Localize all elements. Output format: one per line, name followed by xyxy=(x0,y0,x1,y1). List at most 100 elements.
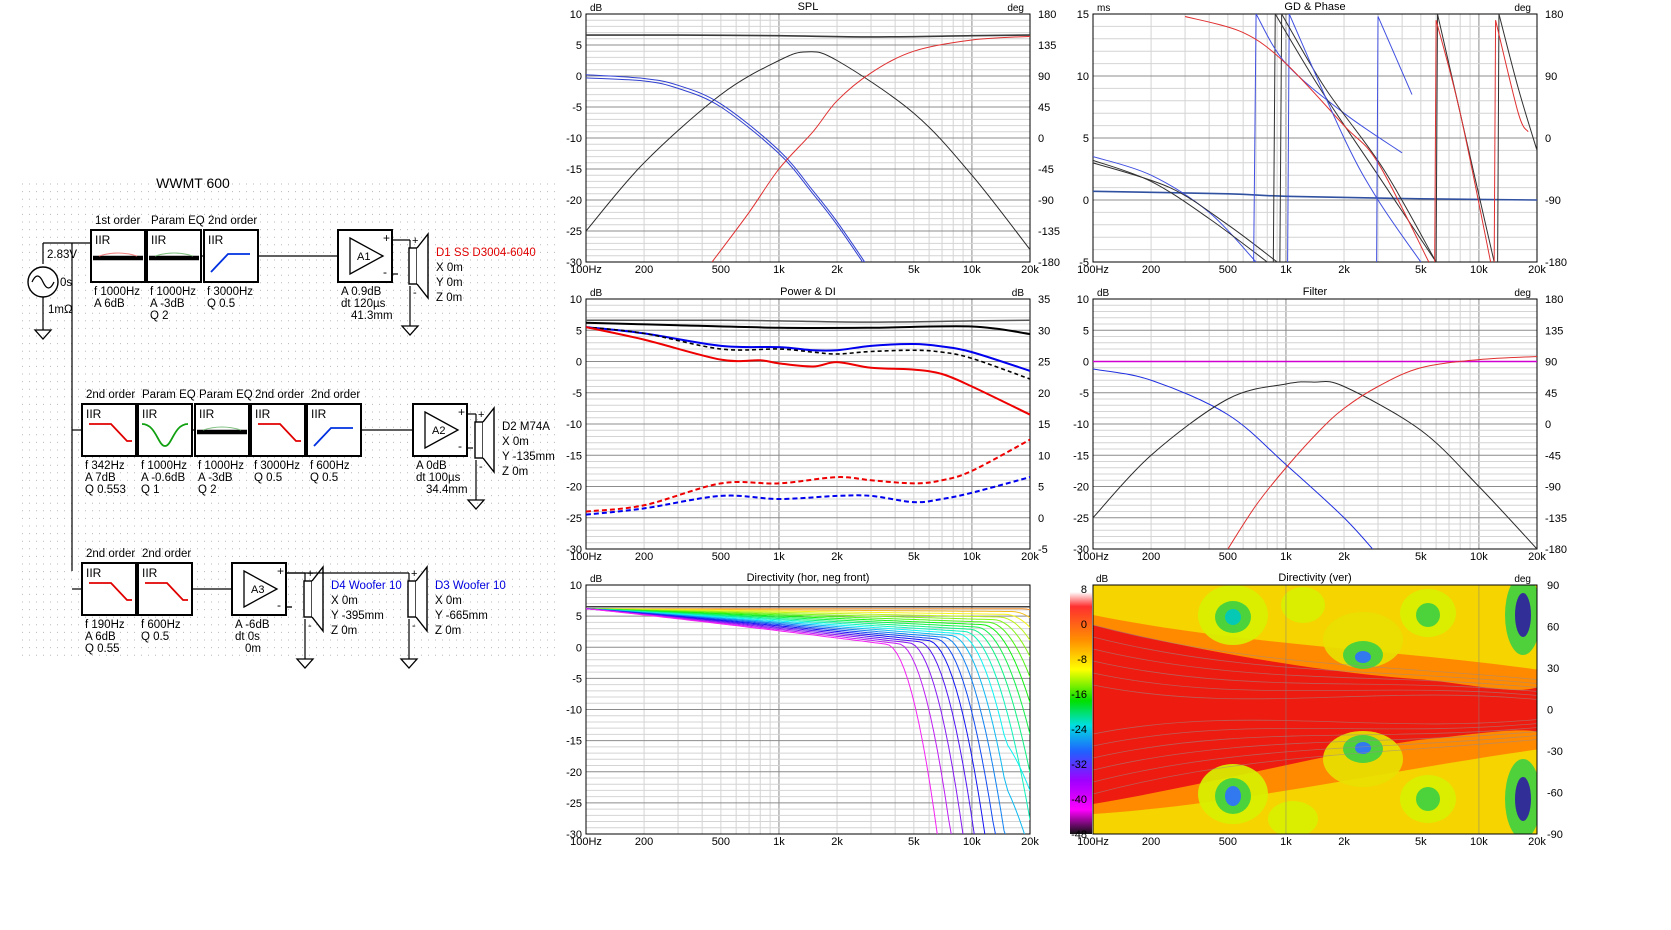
x-tick-label: 20k xyxy=(1021,551,1039,563)
block-type: IIR xyxy=(311,407,327,421)
plot-grid xyxy=(1092,13,1538,263)
series-line xyxy=(1227,356,1537,549)
series-line xyxy=(1093,368,1374,549)
filter-plot: Filter dB deg 100Hz 200 500 1k 2k 5k 10k 20k 10 5 0 -5… xyxy=(1073,286,1567,563)
driver-param: X 0m xyxy=(435,595,462,607)
amp-triangle-icon xyxy=(424,410,460,450)
block-param: f 1000Hz xyxy=(141,460,187,472)
ground-icon xyxy=(400,325,420,336)
y-tick-label: 0 xyxy=(576,357,582,369)
x-tick-label: 5k xyxy=(908,264,920,276)
x-tick-label: 10k xyxy=(963,836,981,848)
y2-tick-label: 0 xyxy=(1545,133,1551,145)
series-line xyxy=(1435,20,1492,262)
x-tick-label: 1k xyxy=(773,836,785,848)
y-tick-label: -20 xyxy=(566,482,582,494)
colorbar-tick: -48 xyxy=(1071,829,1087,841)
driver-param: Y -135mm xyxy=(502,451,555,463)
driver-name: D1 SS D3004-6040 xyxy=(436,247,536,259)
y-tick-label: 5 xyxy=(1083,133,1089,145)
block-type: IIR xyxy=(208,233,224,247)
block-header: Param EQ xyxy=(142,389,196,401)
sine-icon xyxy=(31,275,55,289)
spl-plot: SPL dB deg 100Hz 200 500 1k 2k 5k 10k 20k 10 5 0 -5 -10… xyxy=(566,1,1060,276)
driver[interactable]: + - D4 Woofer 10 X 0m Y -395mm Z 0m xyxy=(286,564,402,669)
series-line xyxy=(1279,14,1283,262)
contour-line xyxy=(1093,723,1537,747)
ground-icon xyxy=(295,658,315,669)
minus-sign: - xyxy=(479,461,483,473)
y-tick-label: 0 xyxy=(576,642,582,654)
driver-param: Y -395mm xyxy=(331,610,384,622)
y2-tick-label: 0 xyxy=(1038,133,1044,145)
driver-param: Y -665mm xyxy=(435,610,488,622)
angle-curves xyxy=(586,606,1030,834)
source-voltage: 2.83V xyxy=(47,249,77,261)
block-frame xyxy=(137,562,193,616)
x-tick-label: 200 xyxy=(1142,551,1160,563)
block-param: Q 0.5 xyxy=(310,472,338,484)
x-tick-label: 20k xyxy=(1528,551,1546,563)
y2-tick-label: 0 xyxy=(1545,419,1551,431)
plot-title: Directivity (ver) xyxy=(1278,572,1351,584)
y2-tick-label: 90 xyxy=(1545,71,1557,83)
directivity-ver-plot: Directivity (ver) dB deg 8 0 -8 -16 -24 -32 -40 -4… xyxy=(1070,572,1563,848)
colorbar-tick: 0 xyxy=(1081,619,1087,631)
response-hint-icon xyxy=(154,252,194,257)
plus-sign: + xyxy=(383,231,390,245)
source-delay: 0s xyxy=(60,277,72,289)
block-header: 2nd order xyxy=(86,389,135,401)
series-line xyxy=(586,51,1030,250)
ground-icon xyxy=(399,658,419,669)
y2-tick-label: 20 xyxy=(1038,388,1050,400)
x-tick-label: 10k xyxy=(1470,551,1488,563)
block-header: 2nd order xyxy=(86,548,135,560)
x-tick-label: 100Hz xyxy=(570,836,602,848)
amp-param: dt 100µs xyxy=(416,472,461,484)
plot-frame xyxy=(585,298,1031,550)
colorbar-tick: -32 xyxy=(1071,759,1087,771)
x-tick-label: 500 xyxy=(712,836,730,848)
driver[interactable]: + - D1 SS D3004-6040 X 0m Y 0m Z 0m xyxy=(392,231,536,336)
y-tick-label: 5 xyxy=(576,40,582,52)
series-group xyxy=(1093,14,1537,262)
block-param: f 1000Hz xyxy=(150,286,196,298)
series-line xyxy=(1498,14,1537,151)
plot-title: Power & DI xyxy=(780,286,836,298)
y-tick-label: 10 xyxy=(570,9,582,21)
filter-curve-icon xyxy=(210,253,250,273)
contour-line xyxy=(1093,624,1537,680)
x-tick-label: 5k xyxy=(908,551,920,563)
plot-title: SPL xyxy=(798,1,819,13)
amp-param: 41.3mm xyxy=(351,310,393,322)
series-line xyxy=(1493,20,1497,262)
driver[interactable]: + - D2 M74A X 0m Y -135mm Z 0m xyxy=(466,405,555,510)
y2-tick-label: 90 xyxy=(1545,357,1557,369)
response-hint-icon xyxy=(202,426,242,431)
driver[interactable]: + - D3 Woofer 10 X 0m Y -665mm Z 0m xyxy=(286,564,506,669)
y2-tick-label: -90 xyxy=(1545,195,1561,207)
plus-sign: + xyxy=(412,235,418,247)
y-axis-label: dB xyxy=(590,288,603,299)
x-tick-label: 500 xyxy=(712,264,730,276)
filter-curve-icon xyxy=(258,423,301,442)
colorbar-tick: -8 xyxy=(1077,654,1087,666)
heatmap-blob xyxy=(1355,742,1371,754)
series-line xyxy=(586,326,1030,380)
voltage-source[interactable]: 2.83V 0s 1mΩ xyxy=(27,242,77,340)
x-tick-label: 2k xyxy=(1338,264,1350,276)
